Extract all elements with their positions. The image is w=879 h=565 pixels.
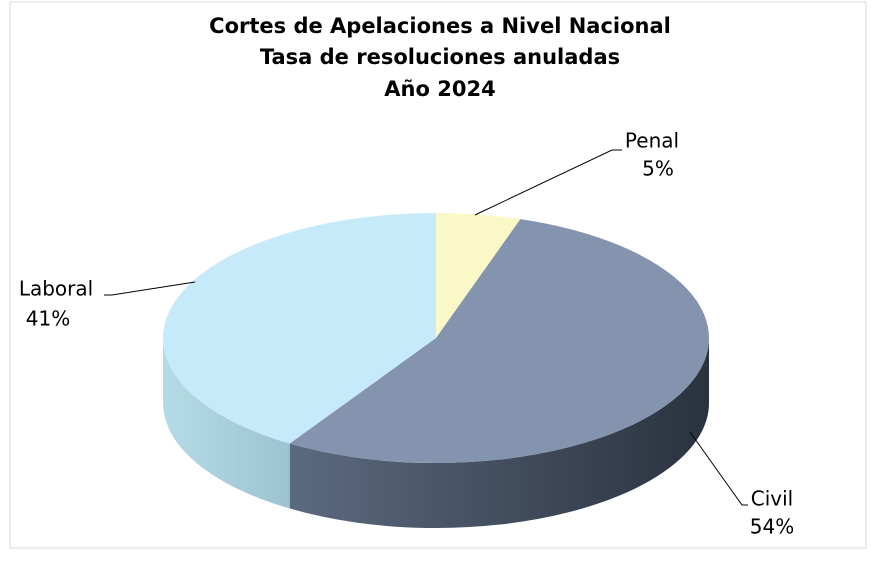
- leaders: [104, 149, 748, 506]
- leader-line: [104, 281, 196, 296]
- pie: [162, 213, 709, 528]
- category-label: Civil: [751, 487, 793, 511]
- chart-title: Cortes de Apelaciones a Nivel Nacional: [209, 14, 671, 38]
- pie-side: [163, 338, 290, 509]
- leader-line: [689, 431, 748, 506]
- value-label: 41%: [26, 307, 70, 331]
- leader-line: [474, 149, 622, 216]
- category-label: Penal: [625, 129, 679, 153]
- pie-slice: [436, 213, 521, 338]
- value-label: 5%: [642, 157, 674, 181]
- value-label: 54%: [750, 515, 794, 539]
- pie-slice: [162, 213, 436, 444]
- category-label: Laboral: [19, 277, 93, 301]
- chart-title: Tasa de resoluciones anuladas: [260, 45, 620, 69]
- chart-title: Año 2024: [384, 77, 495, 101]
- pie-side: [289, 338, 709, 528]
- pie-slice: [289, 219, 709, 463]
